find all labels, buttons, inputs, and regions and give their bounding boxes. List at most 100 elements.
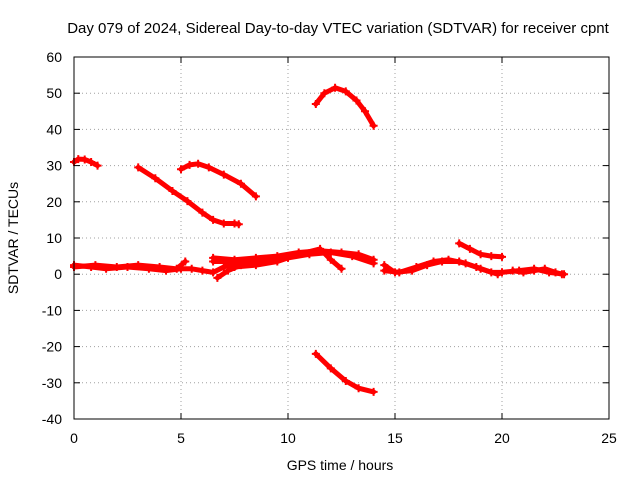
series-track-e xyxy=(311,349,378,396)
data-point xyxy=(204,163,213,172)
data-point xyxy=(395,268,404,277)
data-point xyxy=(331,83,340,92)
data-point xyxy=(236,179,245,188)
y-tick-label: 0 xyxy=(54,266,62,282)
data-point xyxy=(369,387,378,396)
series-track-c xyxy=(177,159,260,201)
data-point xyxy=(498,252,506,261)
data-point xyxy=(194,159,203,168)
data-point xyxy=(508,266,517,275)
data-point xyxy=(251,261,260,270)
x-tick-label: 5 xyxy=(177,430,185,446)
y-tick-label: 30 xyxy=(46,158,62,174)
data-point xyxy=(316,244,325,253)
x-tick-label: 0 xyxy=(70,430,78,446)
data-point xyxy=(461,259,470,268)
data-point xyxy=(361,107,370,116)
data-point xyxy=(551,268,560,277)
data-point xyxy=(209,215,218,224)
data-point xyxy=(380,266,389,275)
data-point xyxy=(80,155,89,164)
data-point xyxy=(465,244,474,253)
series-line xyxy=(178,161,259,199)
data-point xyxy=(273,257,282,266)
data-point xyxy=(311,100,320,109)
y-tick-label: 50 xyxy=(46,85,62,101)
series-track-d xyxy=(311,83,378,130)
data-point xyxy=(134,163,143,172)
series-track-a xyxy=(70,155,102,170)
data-point xyxy=(519,268,528,277)
data-point xyxy=(352,96,361,105)
y-tick-label: 20 xyxy=(46,194,62,210)
data-point xyxy=(429,257,438,266)
data-point xyxy=(369,121,378,130)
data-point xyxy=(412,262,421,271)
data-point xyxy=(224,257,233,266)
data-point xyxy=(354,384,363,393)
data-point xyxy=(134,261,143,270)
data-point xyxy=(487,252,496,261)
y-axis-label: SDTVAR / TECUs xyxy=(5,182,21,294)
data-point xyxy=(183,197,192,206)
data-point xyxy=(213,273,222,282)
data-point xyxy=(341,376,350,385)
data-point xyxy=(326,255,335,264)
series-track-l xyxy=(230,244,346,273)
data-point xyxy=(530,266,539,275)
data-point xyxy=(181,257,190,266)
series-layer xyxy=(70,83,569,396)
data-point xyxy=(348,252,357,261)
x-tick-label: 20 xyxy=(494,430,510,446)
data-point xyxy=(337,264,346,273)
data-point xyxy=(540,264,549,273)
data-point xyxy=(91,261,100,270)
data-point xyxy=(476,264,485,273)
series-line xyxy=(313,351,377,395)
y-tick-label: -20 xyxy=(42,339,62,355)
data-point xyxy=(87,157,96,166)
data-point xyxy=(224,266,233,275)
series-track-n xyxy=(380,255,506,279)
data-point xyxy=(187,264,196,273)
data-point xyxy=(93,161,102,170)
y-tick-label: -10 xyxy=(42,302,62,318)
series-line xyxy=(71,259,188,272)
data-point xyxy=(219,262,228,271)
series-track-f xyxy=(455,239,506,261)
data-point xyxy=(151,174,160,183)
data-point xyxy=(320,89,329,98)
chart-title: Day 079 of 2024, Sidereal Day-to-day VTE… xyxy=(67,20,609,37)
y-tick-label: -30 xyxy=(42,375,62,391)
data-point xyxy=(219,170,228,179)
series-track-p xyxy=(508,264,566,279)
data-point xyxy=(326,248,335,257)
data-point xyxy=(311,349,320,358)
data-point xyxy=(498,268,506,277)
data-point xyxy=(341,87,350,96)
data-point xyxy=(198,266,207,275)
data-point xyxy=(294,250,303,259)
x-tick-label: 25 xyxy=(601,430,617,446)
x-tick-label: 10 xyxy=(280,430,296,446)
data-point xyxy=(185,160,194,169)
data-point xyxy=(209,257,218,266)
y-tick-label: 40 xyxy=(46,121,62,137)
x-tick-label: 15 xyxy=(387,430,403,446)
data-point xyxy=(234,220,243,229)
data-point xyxy=(172,264,181,273)
data-point xyxy=(155,262,164,271)
data-point xyxy=(444,255,453,264)
data-point xyxy=(219,219,228,228)
grid-layer xyxy=(74,57,609,419)
data-point xyxy=(557,270,566,279)
y-tick-label: 10 xyxy=(46,230,62,246)
series-track-h xyxy=(70,257,190,273)
data-point xyxy=(198,208,207,217)
data-point xyxy=(455,239,464,248)
axis-layer: 0 5 10 15 20 25 -40 -30 -20 -10 0 10 20 30 40 50 60 xyxy=(42,49,617,446)
data-point xyxy=(112,262,121,271)
series-track-b xyxy=(134,163,243,229)
data-point xyxy=(251,192,260,201)
data-point xyxy=(476,250,485,259)
